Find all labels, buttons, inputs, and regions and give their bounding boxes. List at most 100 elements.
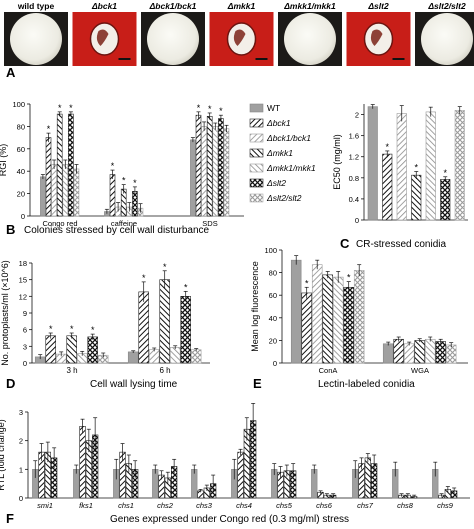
y-tick-label: 12 — [19, 292, 27, 301]
bar-Δbck1-3 h — [45, 335, 56, 364]
bar-Δmkk1 — [411, 174, 422, 221]
y-tick-label: 60 — [17, 145, 25, 154]
bar-Δmkk1-ConA — [322, 274, 333, 364]
x-tick-label: Congo red — [42, 219, 77, 228]
significance-marker: * — [122, 176, 126, 186]
y-axis-title: Mean log fluorescence — [250, 261, 260, 352]
panel-letter-f: F — [6, 511, 14, 526]
legend-label: Δbck1/bck1 — [266, 133, 311, 143]
x-tick-label: chs6 — [316, 501, 333, 510]
significance-marker: * — [58, 103, 62, 113]
bar-Δmkk1-chs7 — [364, 457, 371, 499]
bar-Δslt2/slt2-SDS — [223, 128, 230, 217]
y-tick-label: 100 — [12, 100, 25, 109]
chart-f-caption: Genes expressed under Congo red (0.3 mg/… — [110, 514, 349, 525]
y-tick-label: 1.2 — [349, 153, 359, 162]
chart-e-caption: Lectin-labeled conidia — [318, 379, 415, 390]
y-axis-title: EC50 (mg/ml) — [332, 134, 342, 190]
bar-Δslt2-3 h — [87, 336, 98, 364]
y-tick-label: 0 — [23, 359, 27, 368]
bar-Δslt2/slt2 — [454, 110, 465, 221]
significance-marker: * — [142, 273, 146, 283]
colony-shape — [284, 13, 336, 65]
y-tick-label: 2 — [355, 111, 359, 120]
bar-Δbck1-6 h — [138, 291, 149, 364]
x-tick-label: chs9 — [437, 501, 454, 510]
legend-label: Δslt2 — [266, 178, 286, 188]
y-tick-label: 60 — [269, 291, 277, 300]
bar-Δmkk1/mkk1-ConA — [332, 276, 344, 364]
bar-WT-Congo red — [40, 176, 46, 217]
legend-swatch-5 — [249, 178, 264, 188]
significance-marker: * — [208, 104, 212, 114]
bar-Δmkk1/mkk1-Congo red — [62, 164, 69, 217]
y-tick-label: 0.8 — [349, 174, 359, 183]
bar-Δbck1-Congo red — [45, 137, 52, 217]
y-tick-label: 9 — [23, 309, 27, 318]
bar-Δbck1-caffeine — [109, 174, 116, 217]
significance-marker: * — [49, 324, 53, 334]
x-tick-label: ConA — [319, 366, 338, 375]
y-tick-label: 18 — [19, 259, 27, 268]
bar-WT-6 h — [127, 351, 139, 364]
bar-Δbck1-SDS — [195, 114, 202, 217]
bar-Δbck1/bck1-SDS — [201, 126, 207, 217]
colony-shape — [147, 13, 199, 65]
x-tick-label: smi1 — [37, 501, 53, 510]
significance-marker: * — [347, 273, 351, 283]
bar-Δbck1/bck1-6 h — [148, 349, 160, 364]
chart-c-ec50: 0 0.4 0.8 1.2 1.6 2 EC50 (mg/ml) * * * — [332, 104, 468, 225]
y-tick-label: 0.4 — [349, 195, 359, 204]
bar-WT-WGA — [382, 343, 394, 364]
bar-Δbck1/bck1-ConA — [311, 264, 323, 364]
significance-marker: * — [133, 178, 137, 188]
bar-Δslt2/slt2-WGA — [445, 344, 457, 364]
colony-label: Δslt2/slt2 — [427, 1, 466, 11]
bar-Δslt2-SDS — [218, 118, 224, 217]
x-tick-label: 6 h — [159, 366, 170, 375]
legend-swatch-4 — [249, 163, 264, 173]
y-tick-label: 6 — [23, 326, 27, 335]
significance-marker: * — [69, 103, 73, 113]
bar-Δmkk1-SDS — [206, 116, 213, 217]
x-tick-label: SDS — [202, 219, 217, 228]
y-tick-label: 20 — [269, 336, 277, 345]
legend: WT Δbck1 Δbck1/bck1 Δmkk1 Δmkk1/mkk1 Δslt2 Δsl… — [249, 103, 316, 203]
bar-WT — [367, 106, 378, 221]
significance-marker: * — [163, 262, 167, 272]
chart-e-fluorescence: 0 20 40 60 80 100 Mean log fluorescence * * ConA W… — [250, 246, 468, 375]
panel-letter-c: C — [340, 236, 350, 251]
bar-Δmkk1/mkk1-WGA — [424, 338, 436, 364]
y-tick-label: 0 — [19, 494, 23, 503]
legend-swatch-2 — [249, 133, 264, 143]
y-tick-label: 20 — [17, 190, 25, 199]
colony-label: Δbck1/bck1 — [149, 1, 197, 11]
x-tick-label: chs7 — [357, 501, 374, 510]
bar-Δbck1-fks1 — [79, 426, 86, 499]
x-tick-label: chs1 — [118, 501, 134, 510]
x-tick-label: 3 h — [66, 366, 77, 375]
legend-label: Δmkk1 — [266, 148, 293, 158]
legend-swatch-0 — [249, 103, 264, 113]
x-tick-label: fks1 — [79, 501, 93, 510]
y-tick-label: 80 — [269, 269, 277, 278]
legend-label: Δslt2/slt2 — [266, 193, 302, 203]
y-tick-label: 1.6 — [349, 132, 359, 141]
colony-shape — [421, 13, 473, 65]
significance-marker: * — [305, 278, 309, 288]
bar-Δmkk1-6 h — [159, 279, 170, 364]
significance-marker: * — [184, 282, 188, 292]
bar-Δbck1 — [382, 153, 393, 221]
chart-d-caption: Cell wall lysing time — [90, 379, 178, 390]
significance-marker: * — [414, 162, 418, 172]
y-tick-label: 80 — [17, 122, 25, 131]
chart-b-caption: Colonies stressed by cell wall disturban… — [24, 225, 210, 236]
bar-Δmkk1-3 h — [66, 335, 77, 364]
significance-marker: * — [111, 161, 115, 171]
x-tick-label: chs4 — [236, 501, 252, 510]
y-tick-label: 2 — [19, 437, 23, 446]
significance-marker: * — [70, 324, 74, 334]
y-tick-label: 0 — [21, 212, 25, 221]
y-tick-label: 40 — [17, 167, 25, 176]
